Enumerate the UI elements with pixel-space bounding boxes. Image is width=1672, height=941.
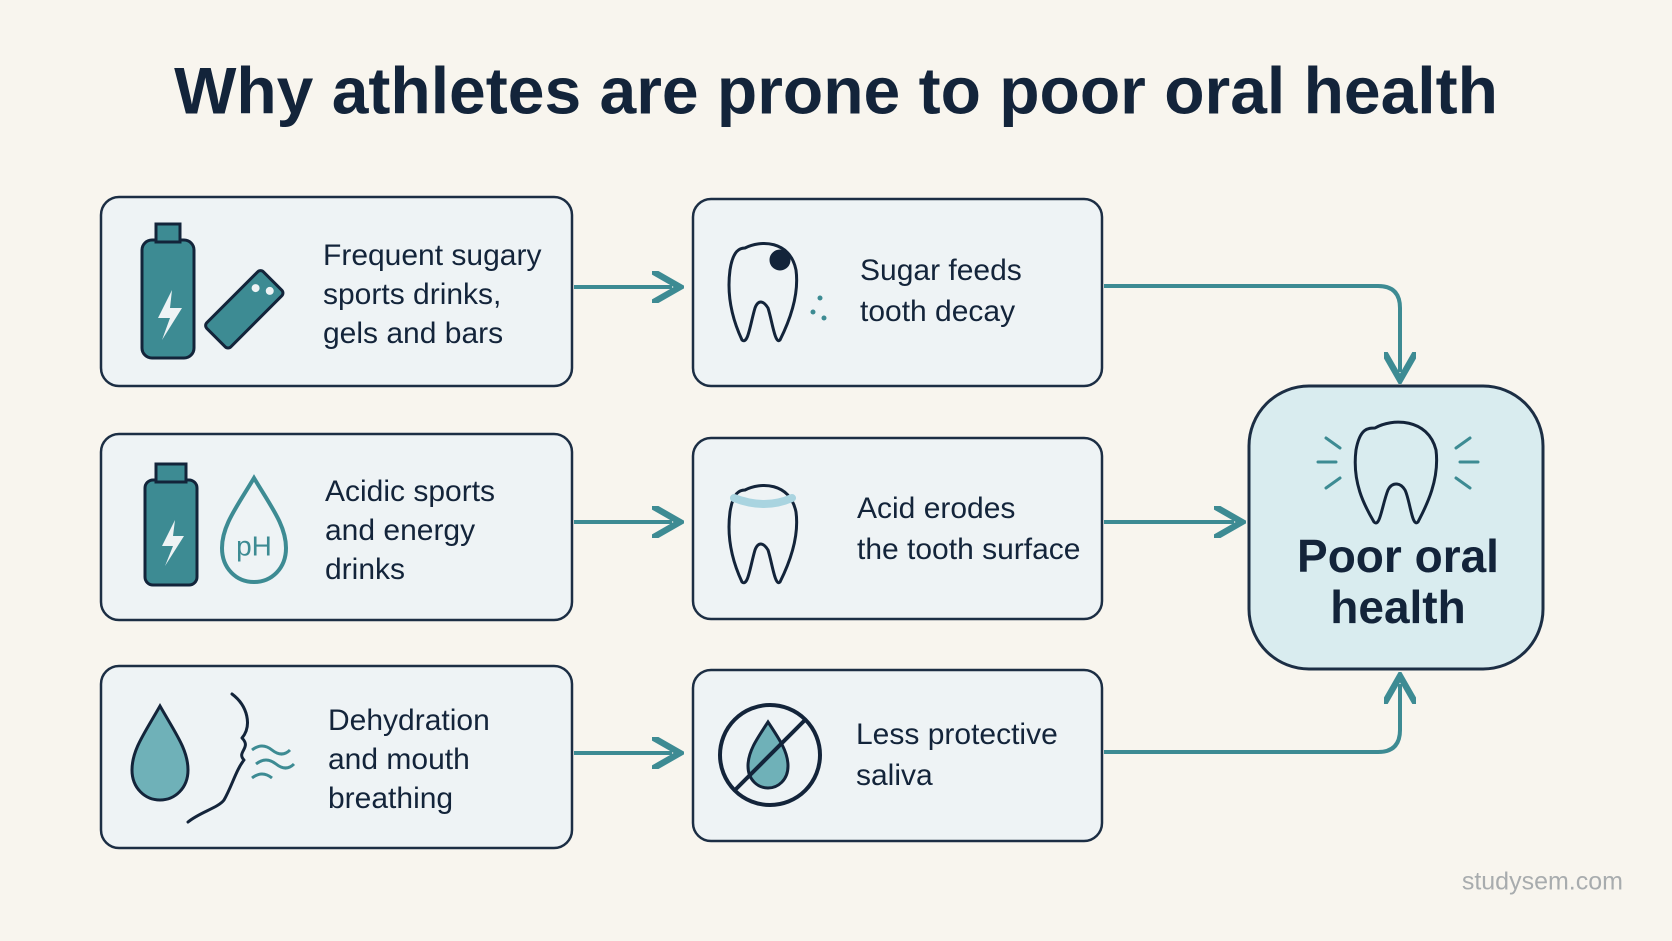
effect-text: Sugar feeds [860,254,1022,287]
effect-text: tooth decay [860,295,1015,328]
labels: Frequent sugary sports drinks, gels and ba… [323,239,1499,815]
cause-text: Frequent sugary [323,239,541,272]
cause-text: sports drinks, [323,278,501,311]
svg-text:pH: pH [236,530,272,561]
arrow [1104,284,1400,372]
ph-drop-icon: pH [219,474,289,585]
cause-text: Dehydration [328,704,490,737]
effect-text: Less protective [856,718,1058,751]
breath-icon [251,744,296,780]
effect-box [691,436,1104,621]
watermark: studysem.com [1462,868,1623,896]
cause-text: and energy [325,514,475,547]
effect-box [691,197,1104,388]
cause-text: Acidic sports [325,475,495,508]
tooth-erosion-icon [727,483,799,585]
cause-text: and mouth [328,743,470,776]
cause-text: gels and bars [323,317,503,350]
outcome-text: health [1330,581,1465,633]
effect-text: saliva [856,759,933,792]
bar-icon [204,269,285,350]
cause-box [99,664,574,850]
outcome-text: Poor oral [1297,530,1499,582]
effect-text: the tooth surface [857,533,1080,566]
cause-text: drinks [325,553,405,586]
outcome-box [1247,384,1545,671]
water-drop-icon [130,702,190,802]
effect-text: Acid erodes [857,492,1015,525]
tooth-decay-icon [727,241,799,343]
face-icon [186,692,249,824]
cause-box [99,432,574,622]
cause-text: breathing [328,782,453,815]
bottle-icon [143,462,199,587]
bottle-icon [140,222,196,360]
title: Why athletes are prone to poor oral heal… [174,53,1498,127]
arrow [1104,684,1400,754]
no-saliva-icon [718,703,822,807]
tooth-icon [1316,420,1480,525]
